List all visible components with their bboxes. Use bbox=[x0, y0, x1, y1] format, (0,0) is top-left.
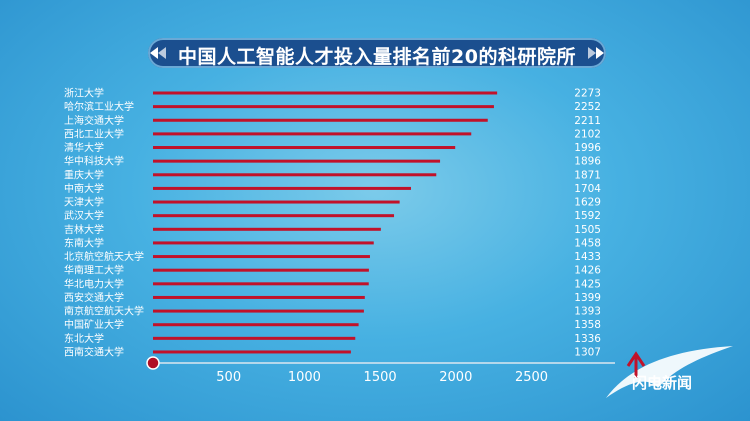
category-label: 东南大学 bbox=[64, 236, 104, 249]
value-label: 1307 bbox=[574, 346, 601, 358]
category-label: 北京航空航天大学 bbox=[64, 250, 144, 263]
category-label: 中国矿业大学 bbox=[64, 318, 124, 331]
category-label: 南京航空航天大学 bbox=[64, 305, 144, 318]
bar bbox=[153, 323, 359, 327]
value-label: 1433 bbox=[574, 251, 601, 263]
x-axis-ticks: 500 1000 1500 2000 2500 bbox=[216, 370, 548, 385]
chart-title-bar: 中国人工智能人才投入量排名前20的科研院所 bbox=[148, 38, 606, 68]
bar bbox=[153, 268, 369, 272]
category-label: 华南理工大学 bbox=[64, 264, 124, 277]
category-label: 东北大学 bbox=[64, 332, 104, 345]
bar bbox=[153, 350, 351, 354]
shandian-news-logo-icon bbox=[606, 346, 733, 398]
bar bbox=[153, 309, 364, 313]
category-label: 浙江大学 bbox=[64, 87, 104, 100]
logo-text: 闪电新闻 bbox=[632, 374, 693, 392]
value-label: 1704 bbox=[574, 183, 601, 195]
category-label: 重庆大学 bbox=[64, 168, 104, 181]
title-chevron-right-icon bbox=[588, 47, 604, 59]
value-label: 1358 bbox=[574, 319, 601, 331]
value-label: 1393 bbox=[574, 306, 601, 318]
value-label: 1426 bbox=[574, 265, 601, 277]
title-chevron-left-icon bbox=[150, 47, 166, 59]
category-label: 西南交通大学 bbox=[64, 345, 124, 358]
bar bbox=[153, 186, 411, 190]
value-label: 2273 bbox=[574, 88, 601, 100]
category-label: 哈尔滨工业大学 bbox=[64, 100, 134, 113]
category-label: 上海交通大学 bbox=[64, 114, 124, 127]
bar bbox=[153, 214, 395, 218]
bar bbox=[153, 295, 365, 299]
bar bbox=[153, 173, 437, 177]
category-label: 中南大学 bbox=[64, 182, 104, 195]
value-label: 1425 bbox=[574, 278, 601, 290]
bar bbox=[153, 227, 381, 231]
category-label: 吉林大学 bbox=[64, 223, 104, 236]
bar bbox=[153, 91, 498, 95]
value-label: 1458 bbox=[574, 237, 601, 249]
x-tick-label: 1000 bbox=[288, 370, 321, 385]
x-tick-label: 1500 bbox=[364, 370, 397, 385]
x-tick-label: 500 bbox=[216, 370, 241, 385]
category-label: 华北电力大学 bbox=[64, 277, 124, 290]
bar bbox=[153, 118, 488, 122]
value-label: 1996 bbox=[574, 142, 601, 154]
bar bbox=[153, 200, 400, 204]
category-label: 西安交通大学 bbox=[64, 291, 124, 304]
bar bbox=[153, 241, 374, 245]
bar bbox=[153, 105, 494, 109]
value-label: 1629 bbox=[574, 197, 601, 209]
value-label: 2252 bbox=[574, 101, 601, 113]
bar bbox=[153, 146, 456, 150]
bar bbox=[153, 255, 370, 259]
value-label: 2102 bbox=[574, 128, 601, 140]
category-label: 天津大学 bbox=[64, 196, 104, 209]
category-label: 清华大学 bbox=[64, 141, 104, 154]
category-label: 西北工业大学 bbox=[64, 127, 124, 140]
bar bbox=[153, 132, 472, 136]
value-label: 1592 bbox=[574, 210, 601, 222]
x-tick-label: 2500 bbox=[515, 370, 548, 385]
category-label: 华中科技大学 bbox=[64, 155, 124, 168]
bar bbox=[153, 282, 369, 286]
x-tick-label: 2000 bbox=[439, 370, 472, 385]
axis-origin-dot bbox=[146, 356, 160, 370]
category-labels: 浙江大学哈尔滨工业大学上海交通大学西北工业大学清华大学华中科技大学重庆大学中南大… bbox=[64, 87, 144, 359]
value-label: 1505 bbox=[574, 224, 601, 236]
chart-title: 中国人工智能人才投入量排名前20的科研院所 bbox=[178, 46, 576, 68]
value-label: 1896 bbox=[574, 156, 601, 168]
value-label: 2211 bbox=[574, 115, 601, 127]
value-label: 1336 bbox=[574, 333, 601, 345]
category-label: 武汉大学 bbox=[64, 209, 104, 222]
value-label: 1399 bbox=[574, 292, 601, 304]
bar bbox=[153, 336, 356, 340]
bars bbox=[153, 91, 498, 354]
value-label: 1871 bbox=[574, 169, 601, 181]
bar bbox=[153, 159, 441, 163]
